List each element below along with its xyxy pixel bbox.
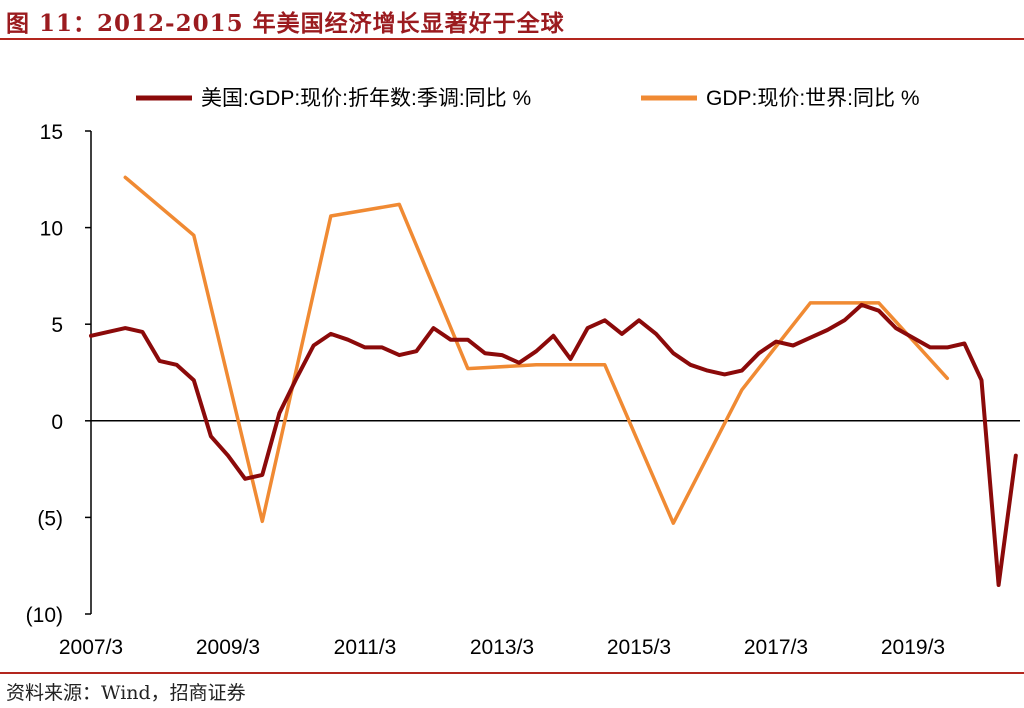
x-tick-label: 2015/3 [607,636,671,659]
legend-label-us: 美国:GDP:现价:折年数:季调:同比 % [201,87,531,110]
footer-rule [0,672,1024,674]
y-axis-ticks: 15 10 5 0 (5) (10) [26,121,91,627]
gdp-line-chart: 美国:GDP:现价:折年数:季调:同比 % GDP:现价:世界:同比 % 151… [26,87,1020,659]
title-rule [0,38,1024,40]
y-tick-label: (10) [26,604,63,627]
x-tick-label: 2009/3 [196,636,260,659]
x-tick-label: 2011/3 [334,636,397,659]
y-tick-label: 0 [51,411,63,434]
legend-label-world: GDP:现价:世界:同比 % [706,87,920,110]
series-line-world-gdp [123,175,950,525]
y-tick-label: (5) [37,507,63,530]
y-tick-label: 15 [40,121,63,144]
series-line-us-gdp [89,302,1018,587]
legend: 美国:GDP:现价:折年数:季调:同比 % GDP:现价:世界:同比 % [136,87,920,110]
x-tick-label: 2013/3 [470,636,534,659]
x-tick-label: 2017/3 [744,636,808,659]
series-layer [89,175,1018,587]
source-note: 资料来源：Wind，招商证券 [6,682,246,704]
y-tick-label: 10 [40,218,63,241]
chart-title: 图 11：2012-2015 年美国经济增长显著好于全球 [6,10,565,37]
y-tick-label: 5 [51,314,63,337]
x-axis-ticks: 2007/3 2009/3 2011/3 2013/3 2015/3 2017/3 2019… [59,636,945,659]
x-tick-label: 2019/3 [881,636,945,659]
x-tick-label: 2007/3 [59,636,123,659]
